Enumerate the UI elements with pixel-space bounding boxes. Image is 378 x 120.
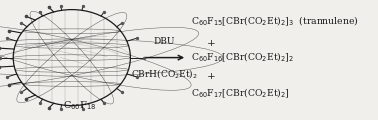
Text: DBU: DBU	[154, 37, 175, 46]
Text: +: +	[207, 39, 216, 48]
Text: CBrH(CO$_{2}$Et)$_{2}$: CBrH(CO$_{2}$Et)$_{2}$	[131, 67, 198, 80]
Text: C$_{60}$F$_{16}$[CBr(CO$_{2}$Et)$_{2}$]$_{2}$: C$_{60}$F$_{16}$[CBr(CO$_{2}$Et)$_{2}$]$…	[191, 51, 294, 64]
Text: C$_{60}$F$_{15}$[CBr(CO$_{2}$Et)$_{2}$]$_{3}$  (trannulene): C$_{60}$F$_{15}$[CBr(CO$_{2}$Et)$_{2}$]$…	[191, 15, 359, 28]
Text: C$_{60}$F$_{18}$: C$_{60}$F$_{18}$	[63, 99, 96, 112]
Text: C$_{60}$F$_{17}$[CBr(CO$_{2}$Et)$_{2}$]: C$_{60}$F$_{17}$[CBr(CO$_{2}$Et)$_{2}$]	[191, 87, 290, 100]
Text: +: +	[207, 72, 216, 81]
